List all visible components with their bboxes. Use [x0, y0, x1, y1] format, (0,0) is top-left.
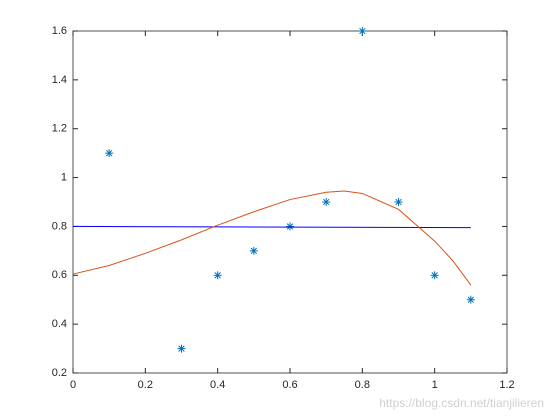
y-tick-label: 0.6: [52, 269, 67, 281]
x-tick-label: 1.2: [499, 379, 514, 391]
x-tick-label: 0.6: [282, 379, 297, 391]
y-tick-label: 0.8: [52, 220, 67, 232]
asterisk-marker: [177, 344, 186, 353]
asterisk-marker: [286, 222, 294, 231]
x-tick-label: 0.8: [355, 379, 370, 391]
marker-stroke: [178, 345, 185, 352]
asterisk-marker: [394, 198, 403, 206]
marker-stroke: [467, 296, 475, 303]
y-tick-label: 1.2: [52, 123, 67, 135]
marker-stroke: [322, 198, 330, 206]
x-tick-label: 0: [70, 379, 76, 391]
marker-stroke: [359, 27, 366, 35]
asterisk-marker: [358, 27, 367, 35]
y-tick-label: 0.4: [52, 318, 67, 330]
y-tick-label: 1: [61, 171, 67, 183]
watermark: https://blog.csdn.net/tianjilieren: [379, 396, 544, 410]
marker-stroke: [286, 223, 294, 230]
asterisk-marker: [466, 295, 475, 304]
x-tick-label: 0.2: [138, 379, 153, 391]
x-tick-label: 0.4: [210, 379, 225, 391]
line: [72, 225, 471, 229]
marker-stroke: [250, 247, 258, 255]
line: [72, 190, 472, 286]
asterisk-marker: [213, 271, 222, 280]
marker-stroke: [395, 198, 402, 206]
asterisk-marker: [322, 198, 331, 206]
asterisk-marker: [249, 246, 258, 255]
y-tick-label: 1.6: [52, 25, 67, 37]
y-tick-label: 1.4: [52, 74, 67, 86]
marker-stroke: [214, 272, 221, 279]
x-tick-label: 1: [432, 379, 438, 391]
y-tick-label: 0.2: [52, 367, 67, 379]
marker-stroke: [105, 149, 113, 157]
asterisk-marker: [105, 149, 114, 158]
marker-stroke: [431, 272, 438, 279]
asterisk-marker: [430, 271, 439, 280]
